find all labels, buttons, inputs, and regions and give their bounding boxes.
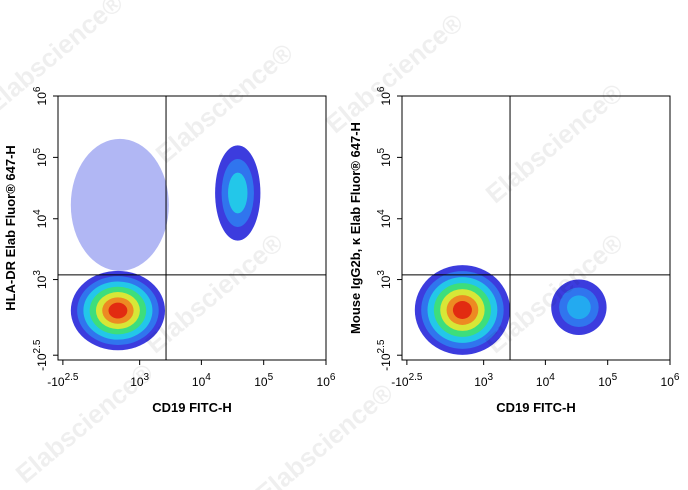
y-tick-label: 106 <box>32 86 49 105</box>
x-tick-label: 104 <box>536 372 555 389</box>
y-tick-label: 104 <box>376 209 393 228</box>
x-tick-label: -102.5 <box>391 372 423 389</box>
plot-frame <box>401 95 671 361</box>
y-tick-label: -102.5 <box>376 339 393 371</box>
plot-area <box>414 265 607 355</box>
watermark: Elabscience® <box>10 357 159 489</box>
y-tick-label: 103 <box>376 270 393 289</box>
watermark: Elabscience® <box>150 37 299 169</box>
density-level <box>452 301 472 319</box>
y-tick-label: 105 <box>376 147 393 166</box>
watermark: Elabscience® <box>320 7 469 139</box>
y-tick-label: 104 <box>32 209 49 228</box>
x-axis-title: CD19 FITC-H <box>152 400 231 415</box>
x-tick-label: 103 <box>130 372 149 389</box>
x-tick-label: 105 <box>254 372 273 389</box>
density-level <box>70 138 169 271</box>
density-level <box>108 302 128 319</box>
x-tick-label: 106 <box>317 372 336 389</box>
y-axis-title: HLA-DR Elab Fluor® 647-H <box>3 145 18 311</box>
x-tick-label: 105 <box>598 372 617 389</box>
watermark: Elabscience® <box>140 227 289 359</box>
y-tick-label: 103 <box>32 270 49 289</box>
watermark: Elabscience® <box>480 77 629 209</box>
y-tick-label: -102.5 <box>32 339 49 371</box>
plot-frame <box>57 95 327 361</box>
x-tick-label: -102.5 <box>47 372 79 389</box>
x-tick-label: 103 <box>474 372 493 389</box>
x-axis-title: CD19 FITC-H <box>496 400 575 415</box>
x-tick-label: 104 <box>192 372 211 389</box>
y-tick-label: 106 <box>376 86 393 105</box>
plot-area <box>70 138 261 351</box>
watermark: Elabscience® <box>250 377 399 490</box>
y-axis-title: Mouse IgG2b, κ Elab Fluor® 647-H <box>348 122 363 334</box>
density-level <box>567 295 591 320</box>
density-level <box>228 172 248 214</box>
y-tick-label: 105 <box>32 147 49 166</box>
watermark: Elabscience® <box>0 0 129 119</box>
x-tick-label: 106 <box>661 372 680 389</box>
